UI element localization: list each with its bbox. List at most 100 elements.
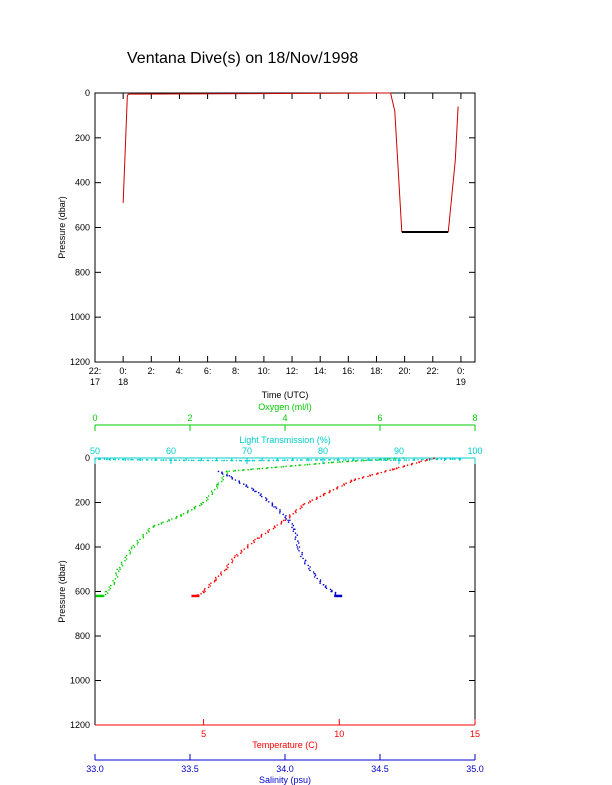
x-tick-label: 35.0 [466,764,484,774]
profile-point [433,457,435,460]
profile-point [265,467,268,470]
profile-point [361,477,364,479]
profile-point [275,507,278,510]
profile-point [331,589,333,592]
profile-point [319,495,322,498]
profile-point [234,470,236,472]
profile-point [422,458,424,461]
profile-point [188,459,190,462]
profile-point [175,517,177,519]
profile-point [325,585,327,587]
profile-point [403,465,406,468]
profile-point [347,459,350,461]
profile-point [301,551,304,554]
profile-point [103,458,106,461]
profile-point [116,568,118,571]
profile-point [300,505,302,507]
profile-point [145,532,148,534]
profile-point [194,507,196,510]
profile-point [301,459,303,461]
profile-point [406,464,409,467]
profile-point [389,469,391,472]
profile-point [289,515,291,518]
profile-point [233,556,236,559]
profile-point [390,459,392,462]
profile-point [271,504,274,507]
profile-point [273,525,276,527]
profile-point [207,495,210,497]
profile-point [194,505,197,508]
profile-point [296,546,299,548]
profile-point [99,458,101,461]
profile-point [294,532,297,534]
profile-point [313,576,316,578]
profile-point [170,459,173,462]
profile-point [392,459,395,462]
profile-point [222,478,225,481]
profile-point [279,512,281,514]
profile-point [267,501,270,503]
profile-point [124,559,126,562]
profile-point [308,459,310,461]
profile-point [301,553,303,556]
profile-point [339,461,341,463]
profile-point [252,468,254,470]
profile-point [209,585,211,587]
profile-point [312,571,315,573]
profile-point [216,483,218,486]
profile-point [298,464,301,467]
profile-point [104,593,107,596]
profile-point [369,475,372,477]
profile-point [222,475,225,478]
profile-point [120,563,123,565]
profile-point [124,556,127,559]
profile-point [257,491,260,494]
profile-point [117,458,120,461]
profile-point [206,496,208,499]
profile-point [226,459,228,462]
profile-point [110,584,112,587]
profile-point [119,568,121,571]
profile-point [148,530,150,533]
profile-point [221,473,224,475]
x-tick-label: 33.5 [181,764,199,774]
profile-point [250,468,252,471]
profile-point [305,459,308,461]
profile-point [137,541,139,544]
profile-point [240,552,242,554]
profile-point [231,561,233,564]
y-axis-label: Pressure (dbar) [57,196,67,259]
profile-point [289,519,291,522]
x-tick-label: 22: [89,366,102,376]
x-tick-sublabel: 19 [456,377,466,387]
profile-point [131,546,133,548]
profile-point [343,484,346,486]
profile-point [307,502,310,504]
x-tick-label: 34.0 [276,764,294,774]
x-tick-sublabel: 17 [90,377,100,387]
profile-point [345,482,347,484]
profile-point [214,576,217,579]
profile-point [204,587,206,590]
profile-point [384,471,386,473]
profile-point [399,459,401,462]
profile-point [333,459,336,461]
profile-point [236,553,238,556]
profile-point [217,575,220,577]
profile-point [451,458,454,461]
x-tick-label: 60 [166,446,176,456]
profile-point [202,459,204,462]
profile-point [366,459,369,461]
profile-point [334,591,337,594]
profile-point [418,461,421,464]
profile-point [375,473,378,475]
profile-point [230,476,233,478]
profile-point [353,459,355,461]
profile-point [247,459,249,462]
profile-point [236,555,239,557]
profile-point [302,503,305,506]
profile-point [292,530,295,532]
profile-point [132,458,134,461]
profile-point [106,458,108,461]
profile-point [309,463,311,466]
